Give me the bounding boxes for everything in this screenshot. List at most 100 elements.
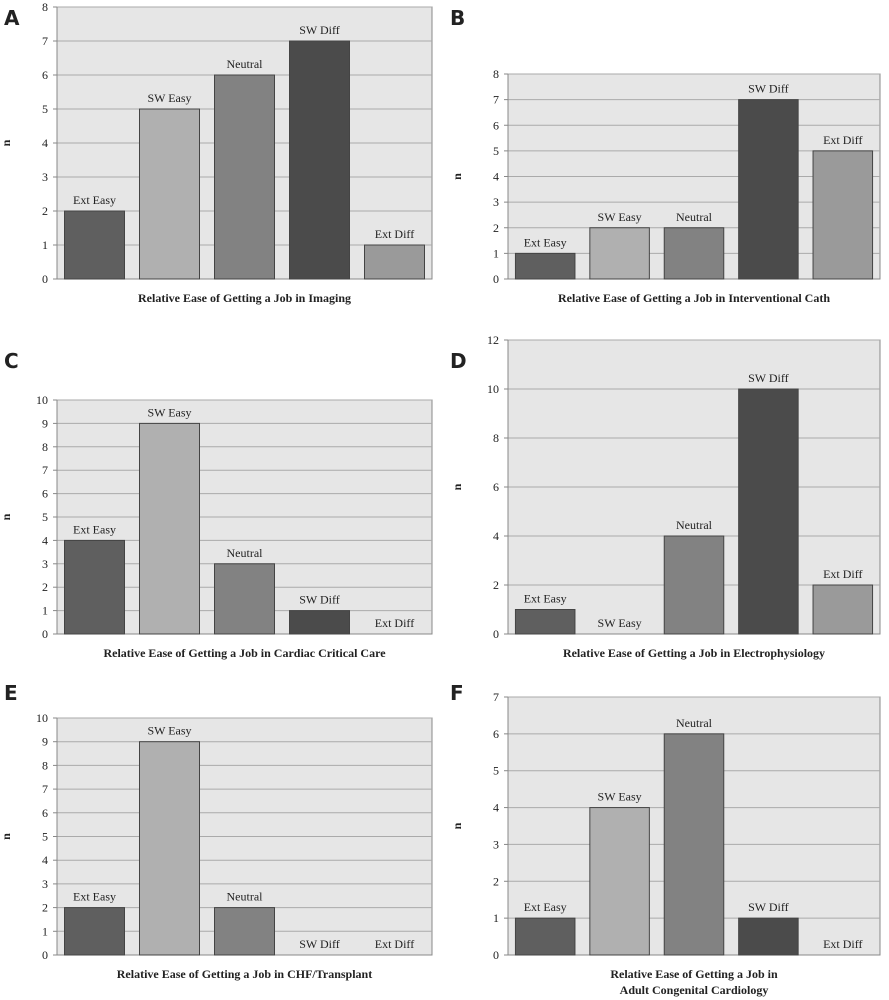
panel-f-y-tick-label: 0: [493, 948, 499, 962]
panel-b-y-tick-label: 3: [493, 195, 499, 209]
panel-c-bar-sw-easy: [139, 422, 200, 635]
panel-a-data-label: Ext Easy: [73, 193, 116, 207]
panel-d-bar-ext-easy: [514, 609, 576, 635]
panel-e-y-tick-label: 10: [36, 711, 48, 725]
panel-b-bar-sw-easy: [589, 227, 650, 280]
panel-f-y-tick-label: 3: [493, 837, 499, 851]
panel-e-data-label: SW Easy: [147, 724, 191, 738]
panel-e-bar-neutral: [214, 907, 275, 956]
panel-e-y-tick-label: 8: [42, 758, 48, 772]
panel-f-y-tick-label: 4: [493, 801, 499, 815]
panel-b-y-tick-label: 8: [493, 67, 499, 81]
panel-a-data-label: Neutral: [227, 57, 264, 71]
panel-f-bar-ext-easy: [514, 917, 576, 956]
panel-b-y-tick-label: 1: [493, 246, 499, 260]
panel-e-y-tick-label: 7: [42, 782, 48, 796]
panel-c-bar-neutral: [214, 563, 275, 635]
panel-e-data-label: Ext Diff: [375, 937, 414, 951]
panel-b-data-label: Ext Diff: [823, 133, 862, 147]
panel-a-y-tick-label: 1: [42, 238, 48, 252]
panel-e-x-axis-label: Relative Ease of Getting a Job in CHF/Tr…: [117, 967, 372, 981]
panel-d-y-tick-label: 8: [493, 431, 499, 445]
panel-d-y-axis-label: n: [450, 483, 464, 490]
panel-a-data-label: SW Easy: [147, 91, 191, 105]
panel-d-bar-neutral: [663, 535, 725, 635]
panel-d-y-tick-label: 4: [493, 529, 499, 543]
panel-d-y-tick-label: 10: [487, 382, 499, 396]
panel-a-y-tick-label: 2: [42, 204, 48, 218]
panel-c-y-tick-label: 0: [42, 627, 48, 641]
panel-d-data-label: Ext Diff: [823, 567, 862, 581]
panel-c-bar-ext-easy: [64, 539, 125, 635]
panel-a-y-tick-label: 4: [42, 136, 48, 150]
panel-a-bar-sw-easy: [139, 108, 200, 280]
panel-e-y-tick-label: 6: [42, 806, 48, 820]
panel-b-y-axis-label: n: [450, 173, 464, 180]
panel-d-data-label: Ext Easy: [524, 592, 567, 606]
panel-a-y-tick-label: 0: [42, 272, 48, 286]
panel-c-data-label: Ext Diff: [375, 616, 414, 630]
panel-b-letter: B: [450, 6, 465, 30]
panel-b-y-tick-label: 4: [493, 170, 499, 184]
panel-b-bar-ext-diff: [812, 150, 874, 280]
panel-e-y-tick-label: 3: [42, 877, 48, 891]
panel-f-data-label: Neutral: [676, 716, 713, 730]
panel-f-letter: F: [450, 681, 464, 705]
panel-e-y-tick-label: 9: [42, 735, 48, 749]
panel-e-y-tick-label: 1: [42, 924, 48, 938]
panel-b-y-tick-label: 5: [493, 144, 499, 158]
panel-a-y-tick-label: 3: [42, 170, 48, 184]
panel-e-y-tick-label: 0: [42, 948, 48, 962]
panel-c-bar-sw-diff: [289, 610, 350, 635]
panel-a-data-label: SW Diff: [299, 23, 340, 37]
panel-f-y-tick-label: 7: [493, 690, 499, 704]
panel-a-bar-neutral: [214, 74, 275, 280]
panel-f-y-tick-label: 5: [493, 764, 499, 778]
panel-f-bar-sw-diff: [738, 917, 799, 956]
panel-c-y-tick-label: 1: [42, 604, 48, 618]
panel-a-bar-ext-diff: [364, 244, 425, 280]
panel-c-y-tick-label: 7: [42, 463, 48, 477]
panel-d-data-label: SW Diff: [748, 371, 789, 385]
panel-f-y-tick-label: 6: [493, 727, 499, 741]
panel-c-data-label: SW Easy: [147, 405, 191, 419]
panel-e-data-label: Ext Easy: [73, 890, 116, 904]
panel-f-data-label: Ext Diff: [823, 937, 862, 951]
panel-b-data-label: SW Diff: [748, 82, 789, 96]
panel-f-y-axis-label: n: [450, 822, 464, 829]
panel-d-x-axis-label: Relative Ease of Getting a Job in Electr…: [563, 646, 825, 660]
panel-d-data-label: SW Easy: [598, 616, 642, 630]
panel-d-y-tick-label: 2: [493, 578, 499, 592]
panel-c-data-label: SW Diff: [299, 593, 340, 607]
panel-f-data-label: SW Diff: [748, 900, 789, 914]
panel-c-y-tick-label: 6: [42, 487, 48, 501]
panel-c-y-tick-label: 10: [36, 393, 48, 407]
panel-e-bar-ext-easy: [64, 907, 125, 956]
panel-b-bar-ext-easy: [514, 252, 576, 280]
panel-e-bar-sw-easy: [139, 741, 200, 956]
panel-f-x-axis-label: Relative Ease of Getting a Job in: [610, 967, 778, 981]
panel-b-y-tick-label: 2: [493, 221, 499, 235]
panel-b-y-tick-label: 0: [493, 272, 499, 286]
panel-c-y-tick-label: 3: [42, 557, 48, 571]
panel-c-letter: C: [4, 349, 19, 373]
panel-b-data-label: Neutral: [676, 210, 713, 224]
panel-f-data-label: SW Easy: [598, 790, 642, 804]
panel-b-data-label: SW Easy: [598, 210, 642, 224]
panel-d-y-tick-label: 12: [487, 333, 499, 347]
panel-a-data-label: Ext Diff: [375, 227, 414, 241]
panel-b-x-axis-label: Relative Ease of Getting a Job in Interv…: [558, 291, 830, 305]
panel-d-y-tick-label: 0: [493, 627, 499, 641]
panel-c-y-tick-label: 2: [42, 580, 48, 594]
panel-b-bar-sw-diff: [738, 99, 799, 280]
panel-c-data-label: Ext Easy: [73, 522, 116, 536]
panel-c-y-tick-label: 5: [42, 510, 48, 524]
panel-c-y-tick-label: 9: [42, 416, 48, 430]
panel-e-y-tick-label: 2: [42, 901, 48, 915]
panel-d-data-label: Neutral: [676, 518, 713, 532]
panel-a-y-tick-label: 6: [42, 68, 48, 82]
panel-f-y-tick-label: 1: [493, 911, 499, 925]
panel-a-y-tick-label: 7: [42, 34, 48, 48]
panel-d-bar-ext-diff: [812, 584, 874, 635]
panel-a-x-axis-label: Relative Ease of Getting a Job in Imagin…: [138, 291, 351, 305]
